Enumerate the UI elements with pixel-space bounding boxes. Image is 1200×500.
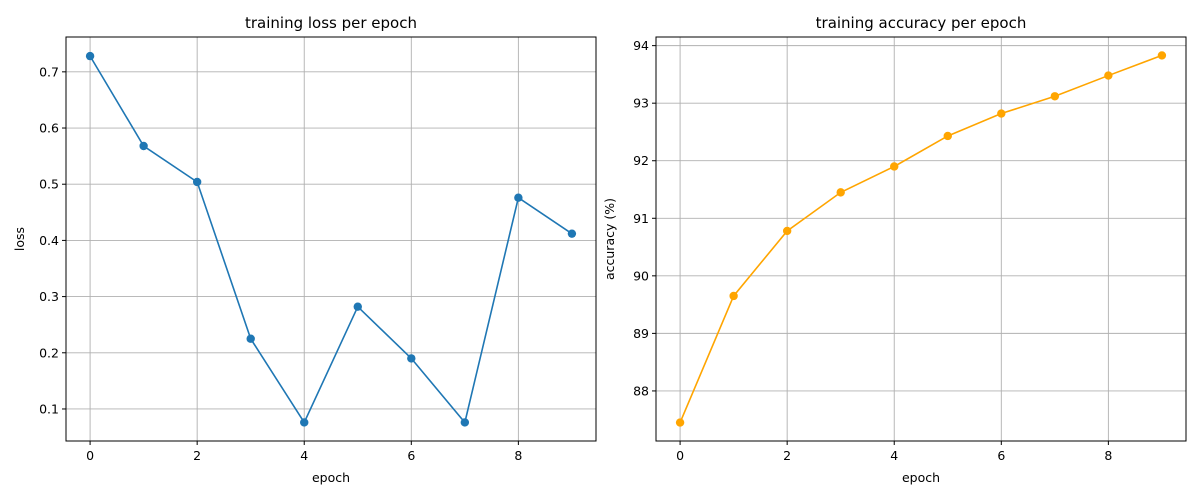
loss-ytick-label-3: 0.4 [39, 233, 59, 248]
accuracy-point-8 [1104, 71, 1113, 80]
loss-ytick-label-5: 0.6 [39, 121, 59, 136]
accuracy-ytick-label-5: 93 [633, 96, 649, 111]
loss-point-4 [300, 418, 309, 427]
loss-xtick-label-4: 8 [514, 448, 522, 463]
accuracy-point-4 [890, 162, 899, 171]
accuracy-xtick-label-2: 4 [890, 448, 898, 463]
loss-xtick-label-0: 0 [86, 448, 94, 463]
loss-point-1 [139, 141, 148, 151]
accuracy-point-7 [1050, 92, 1060, 101]
accuracy-y-axis-label: accuracy (%) [602, 198, 617, 280]
accuracy-point-9 [1157, 51, 1167, 60]
accuracy-xtick-label-3: 6 [997, 448, 1005, 463]
accuracy-point-1 [729, 291, 738, 301]
accuracy-point-6 [997, 109, 1006, 118]
loss-point-8 [514, 193, 523, 202]
accuracy-ytick-label-4: 92 [633, 153, 649, 168]
loss-series-line [89, 55, 573, 425]
loss-point-6 [407, 354, 416, 363]
loss-ytick-label-1: 0.2 [39, 345, 59, 360]
accuracy-xtick-label-0: 0 [676, 448, 684, 463]
accuracy-series-line [679, 54, 1163, 423]
loss-ytick-label-4: 0.5 [39, 177, 59, 192]
accuracy-ytick-label-0: 88 [633, 383, 649, 398]
accuracy-point-5 [943, 131, 952, 141]
loss-xtick-label-3: 6 [407, 448, 415, 463]
loss-point-2 [192, 177, 202, 187]
accuracy-ytick-label-1: 89 [633, 326, 649, 341]
accuracy-point-3 [836, 188, 845, 197]
accuracy-ytick-label-6: 94 [633, 38, 649, 53]
loss-x-axis-label: epoch [312, 470, 350, 485]
accuracy-ytick-label-2: 90 [633, 268, 649, 283]
accuracy-x-axis-label: epoch [902, 470, 940, 485]
accuracy-axes-frame [655, 36, 1187, 442]
loss-point-7 [460, 418, 470, 427]
loss-point-0 [85, 51, 95, 61]
accuracy-xtick-label-1: 2 [783, 448, 791, 463]
loss-point-5 [353, 302, 362, 311]
loss-chart-title: training loss per epoch [245, 14, 417, 32]
accuracy-point-0 [675, 418, 685, 427]
loss-point-3 [246, 334, 255, 343]
loss-ytick-label-2: 0.3 [39, 289, 59, 304]
loss-y-axis-label: loss [12, 227, 27, 251]
loss-point-9 [567, 229, 577, 238]
loss-ytick-label-6: 0.7 [39, 64, 59, 79]
loss-xtick-label-2: 4 [300, 448, 308, 463]
loss-xtick-label-1: 2 [193, 448, 201, 463]
accuracy-ytick-label-3: 91 [633, 211, 649, 226]
loss-ytick-label-0: 0.1 [39, 401, 59, 416]
loss-axes-frame [65, 36, 597, 442]
accuracy-xtick-label-4: 8 [1104, 448, 1112, 463]
accuracy-chart-title: training accuracy per epoch [816, 14, 1027, 32]
accuracy-point-2 [782, 226, 792, 236]
loss-chart: 0 2 4 6 8 0.1 0.2 0.3 0.4 0.5 0.6 0.7 training loss … [12, 14, 597, 485]
